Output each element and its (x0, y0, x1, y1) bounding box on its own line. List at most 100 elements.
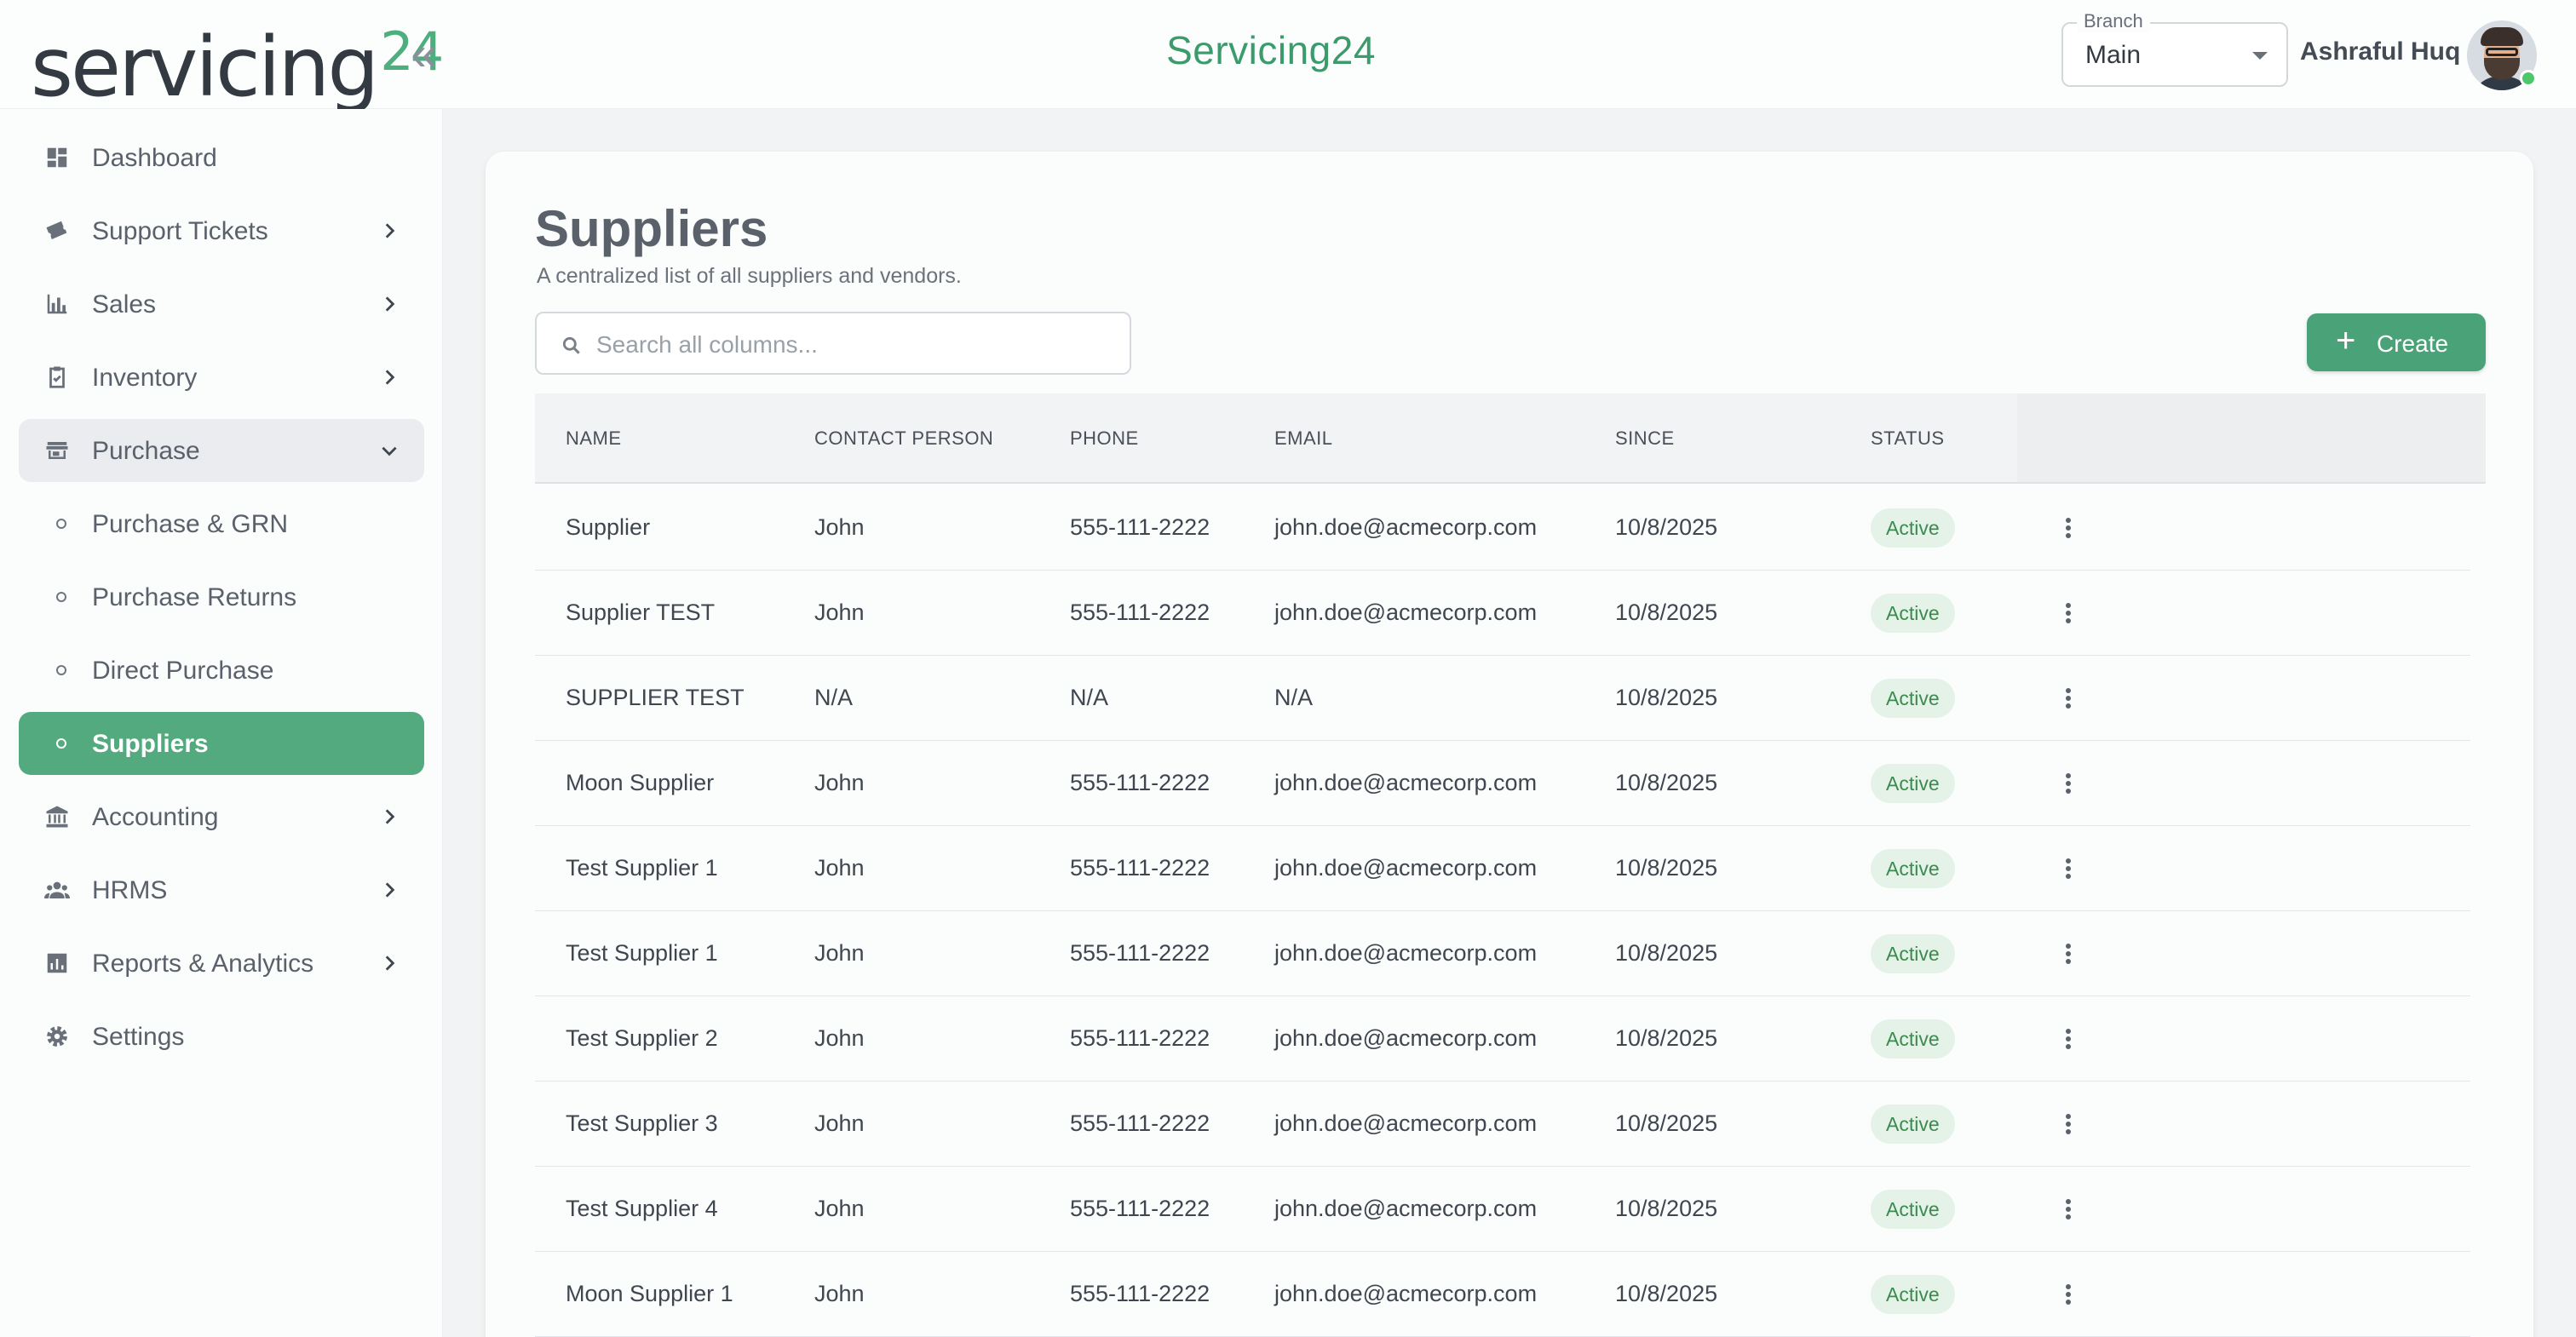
cell-email[interactable]: john.doe@acmecorp.com (1274, 940, 1538, 966)
collapse-sidebar-icon[interactable]: « (411, 26, 438, 80)
chevron-right-icon (385, 955, 395, 971)
column-header-since[interactable]: SINCE (1615, 427, 1675, 449)
table-row[interactable]: Supplier TEST John 555-111-2222 john.doe@ac… (535, 571, 2470, 656)
cell-email[interactable]: john.doe@acmecorp.com (1274, 1196, 1538, 1221)
column-header-contact[interactable]: CONTACT PERSON (814, 427, 994, 449)
table-row[interactable]: Test Supplier 2 John 555-111-2222 john.doe@… (535, 996, 2470, 1082)
more-actions-icon[interactable] (2058, 1110, 2079, 1138)
cell-phone: 555-111-2222 (1070, 1110, 1210, 1136)
clipboard-check-icon (49, 366, 65, 388)
sidebar-item-label: Settings (92, 1023, 185, 1051)
sidebar-item-purchase-returns[interactable]: Purchase Returns (19, 565, 424, 628)
people-icon (44, 881, 70, 898)
chevron-right-icon (385, 296, 395, 312)
cell-phone: 555-111-2222 (1070, 855, 1210, 881)
logo[interactable]: servicing24 (31, 5, 444, 114)
search-input[interactable]: Search all columns... (535, 312, 1131, 375)
table-row[interactable]: Supplier John 555-111-2222 john.doe@acmecor… (535, 485, 2470, 571)
sidebar-item-purchase-grn[interactable]: Purchase & GRN (19, 492, 424, 555)
cell-since: 10/8/2025 (1615, 514, 1718, 540)
cell-phone: 555-111-2222 (1070, 1196, 1210, 1221)
more-actions-icon[interactable] (2058, 1281, 2079, 1308)
app-title: Servicing24 (1166, 28, 1376, 72)
column-header-phone[interactable]: PHONE (1070, 427, 1139, 449)
cell-email[interactable]: john.doe@acmecorp.com (1274, 1110, 1538, 1136)
status-badge: Active (1871, 508, 1955, 548)
bullet-icon (56, 519, 66, 529)
sidebar-item-direct-purchase[interactable]: Direct Purchase (19, 639, 424, 702)
cell-email[interactable]: john.doe@acmecorp.com (1274, 1025, 1538, 1051)
cell-contact: John (814, 940, 865, 966)
cell-email[interactable]: john.doe@acmecorp.com (1274, 600, 1538, 625)
page-title: Suppliers (535, 200, 768, 257)
store-icon (46, 442, 68, 459)
status-badge: Active (1871, 1275, 1955, 1314)
cell-phone: 555-111-2222 (1070, 1281, 1210, 1306)
column-header-name[interactable]: NAME (566, 427, 622, 449)
cell-contact: John (814, 1196, 865, 1221)
plus-icon: + (2336, 322, 2356, 359)
table-row[interactable]: Test Supplier 1 John 555-111-2222 john.doe@… (535, 911, 2470, 996)
table-row[interactable]: Test Supplier 4 John 555-111-2222 john.doe@… (535, 1167, 2470, 1252)
cell-since: 10/8/2025 (1615, 1110, 1718, 1136)
sidebar-item-inventory[interactable]: Inventory (19, 346, 424, 409)
cell-phone: N/A (1070, 685, 1109, 710)
cell-name: Test Supplier 1 (566, 855, 718, 881)
search-icon (562, 336, 580, 354)
cell-contact: John (814, 1281, 865, 1306)
branch-select[interactable]: Branch Main (2061, 10, 2288, 87)
cell-name: Moon Supplier (566, 770, 715, 795)
more-actions-icon[interactable] (2058, 514, 2079, 542)
sidebar-item-label: Suppliers (92, 730, 209, 758)
status-badge: Active (1871, 594, 1955, 633)
cell-since: 10/8/2025 (1615, 940, 1718, 966)
table-row[interactable]: Test Supplier 3 John 555-111-2222 john.doe@… (535, 1082, 2470, 1167)
avatar[interactable] (2467, 20, 2537, 90)
table-row[interactable]: Test Supplier 1 John 555-111-2222 john.doe@… (535, 826, 2470, 911)
user-name: Ashraful Huq (2300, 37, 2461, 66)
more-actions-icon[interactable] (2058, 1196, 2079, 1223)
sidebar-item-suppliers[interactable]: Suppliers (19, 712, 424, 775)
more-actions-icon[interactable] (2058, 940, 2079, 967)
column-header-status[interactable]: STATUS (1871, 427, 1945, 449)
table-row[interactable]: SUPPLIER TEST N/A N/A N/A 10/8/2025 Active (535, 656, 2470, 741)
bank-icon (46, 806, 68, 828)
sidebar-item-support-tickets[interactable]: Support Tickets (19, 199, 424, 262)
status-badge: Active (1871, 764, 1955, 803)
chevron-right-icon (385, 882, 395, 898)
more-actions-icon[interactable] (2058, 1025, 2079, 1053)
table-row[interactable]: Moon Supplier 1 John 555-111-2222 john.doe@… (535, 1252, 2470, 1337)
sidebar-item-label: Inventory (92, 364, 198, 392)
status-badge: Active (1871, 849, 1955, 888)
sidebar-item-hrms[interactable]: HRMS (19, 858, 424, 921)
cell-name: Supplier TEST (566, 600, 716, 625)
sidebar-item-label: Dashboard (92, 144, 217, 172)
cell-name: Supplier (566, 514, 651, 540)
create-button[interactable]: + Create (2307, 313, 2486, 371)
more-actions-icon[interactable] (2058, 770, 2079, 797)
cell-contact: John (814, 1110, 865, 1136)
more-actions-icon[interactable] (2058, 685, 2079, 712)
column-header-email[interactable]: EMAIL (1274, 427, 1333, 449)
cell-since: 10/8/2025 (1615, 1281, 1718, 1306)
more-actions-icon[interactable] (2058, 855, 2079, 882)
sidebar-item-dashboard[interactable]: Dashboard (19, 126, 424, 189)
cell-email[interactable]: john.doe@acmecorp.com (1274, 855, 1538, 881)
branch-label: Branch (2077, 10, 2150, 32)
sidebar-item-accounting[interactable]: Accounting (19, 785, 424, 848)
sidebar-item-purchase[interactable]: Purchase (19, 419, 424, 482)
cell-email[interactable]: john.doe@acmecorp.com (1274, 1281, 1538, 1306)
cell-name: Test Supplier 2 (566, 1025, 718, 1051)
cell-email[interactable]: john.doe@acmecorp.com (1274, 770, 1538, 795)
cell-contact: John (814, 855, 865, 881)
sidebar-item-reports-analytics[interactable]: Reports & Analytics (19, 932, 424, 995)
more-actions-icon[interactable] (2058, 600, 2079, 627)
sidebar-item-sales[interactable]: Sales (19, 273, 424, 336)
sidebar-item-settings[interactable]: Settings (19, 1005, 424, 1068)
table-row[interactable]: Moon Supplier John 555-111-2222 john.doe@ac… (535, 741, 2470, 826)
cell-email[interactable]: john.doe@acmecorp.com (1274, 514, 1538, 540)
gear-icon (47, 1026, 67, 1047)
branch-value: Main (2085, 41, 2142, 69)
ticket-icon (46, 221, 67, 239)
